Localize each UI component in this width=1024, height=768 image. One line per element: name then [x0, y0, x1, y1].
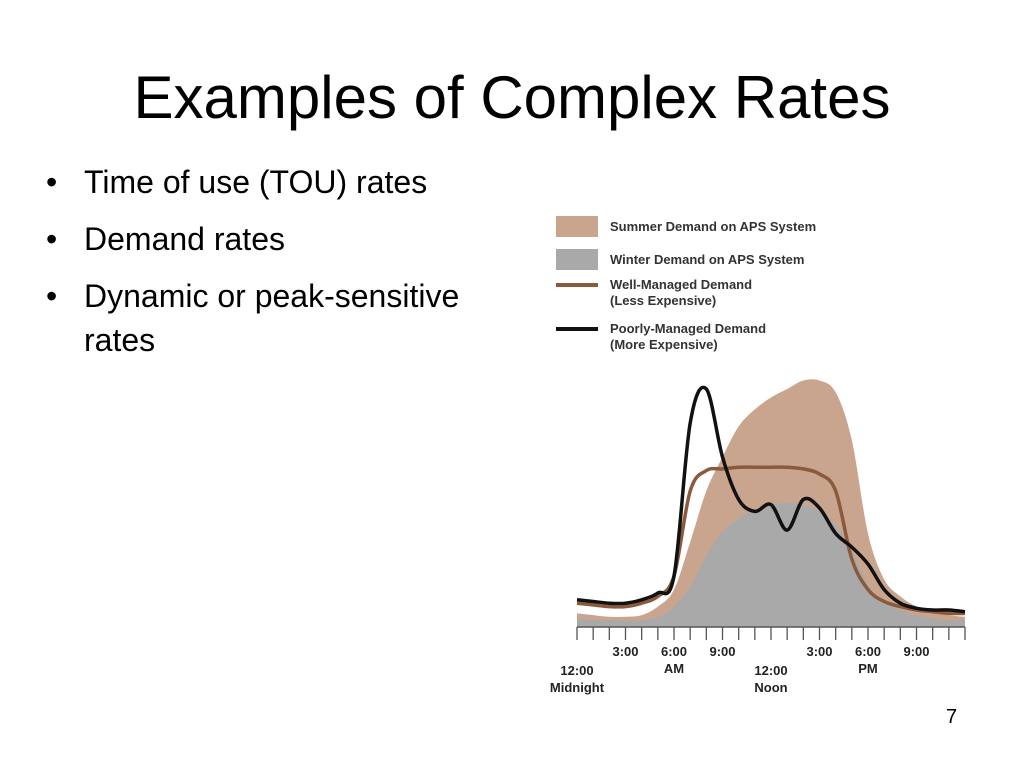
x-tick-label: 3:00	[612, 644, 638, 659]
x-tick-label: Noon	[754, 680, 787, 695]
bullet-item: Time of use (TOU) rates	[44, 160, 524, 204]
legend-swatch	[556, 216, 598, 237]
page-number: 7	[946, 706, 958, 728]
x-tick-label: PM	[858, 661, 878, 676]
demand-chart-svg: 12:00 Midnight 3:00 6:00 AM 9:00 12:00 Noon 3:00…	[550, 216, 966, 695]
legend-label: Well-Managed Demand	[610, 277, 752, 292]
legend-label: (More Expensive)	[610, 337, 718, 352]
x-tick-label: 9:00	[709, 644, 735, 659]
x-tick-label: 12:00	[560, 663, 593, 678]
legend-swatch	[556, 249, 598, 270]
slide-title: Examples of Complex Rates	[133, 64, 891, 131]
x-tick-label: 3:00	[806, 644, 832, 659]
legend-label: (Less Expensive)	[610, 293, 716, 308]
well-managed-demand-line	[576, 465, 966, 616]
legend-label: Poorly-Managed Demand	[610, 321, 766, 336]
x-tick-label: 9:00	[903, 644, 929, 659]
x-tick-label: Midnight	[550, 680, 605, 695]
x-tick-label: 12:00	[754, 663, 787, 678]
bullet-item: Dynamic or peak-sensitive rates	[44, 274, 524, 362]
bullet-item: Demand rates	[44, 217, 524, 261]
legend-label: Summer Demand on APS System	[610, 219, 816, 234]
x-tick-label: 6:00	[855, 644, 881, 659]
x-tick-label: 6:00	[661, 644, 687, 659]
x-tick-label: AM	[664, 661, 684, 676]
demand-chart: 12:00 Midnight 3:00 6:00 AM 9:00 12:00 Noon 3:00…	[540, 200, 980, 700]
bullet-list: Time of use (TOU) rates Demand rates Dyn…	[44, 160, 524, 375]
winter-demand-on-aps-system-area	[577, 502, 965, 627]
poorly-managed-demand-line	[576, 385, 966, 614]
legend-label: Winter Demand on APS System	[610, 252, 804, 267]
